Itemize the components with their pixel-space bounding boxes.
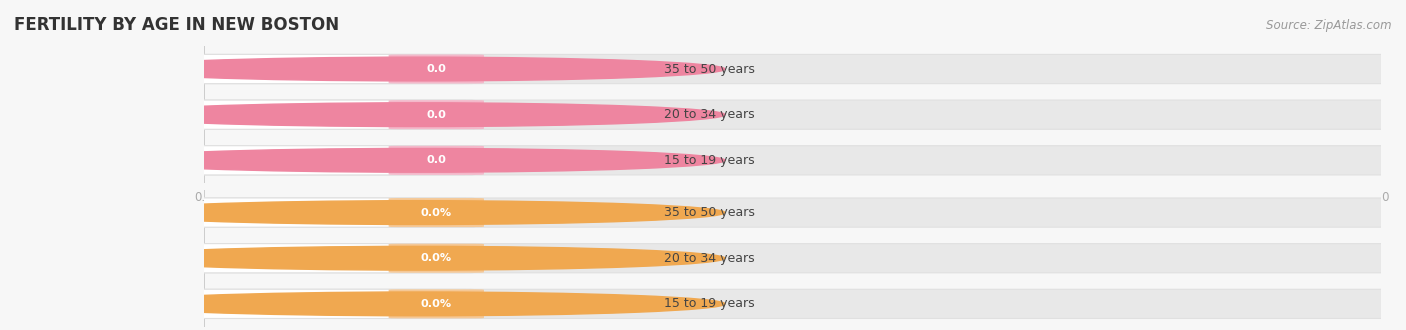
FancyBboxPatch shape	[193, 100, 475, 129]
FancyBboxPatch shape	[193, 289, 475, 318]
Circle shape	[112, 148, 725, 172]
Circle shape	[112, 103, 725, 127]
Text: 35 to 50 years: 35 to 50 years	[664, 206, 755, 219]
FancyBboxPatch shape	[193, 54, 1392, 83]
Text: 0.0%: 0.0%	[420, 253, 451, 263]
FancyBboxPatch shape	[388, 100, 484, 129]
Text: 35 to 50 years: 35 to 50 years	[664, 62, 755, 76]
Text: 0.0%: 0.0%	[420, 299, 451, 309]
Text: FERTILITY BY AGE IN NEW BOSTON: FERTILITY BY AGE IN NEW BOSTON	[14, 16, 339, 34]
Text: 20 to 34 years: 20 to 34 years	[664, 108, 754, 121]
FancyBboxPatch shape	[388, 54, 484, 83]
FancyBboxPatch shape	[193, 289, 1392, 318]
FancyBboxPatch shape	[388, 244, 484, 273]
FancyBboxPatch shape	[193, 198, 1392, 227]
Text: 0.0: 0.0	[426, 155, 446, 165]
FancyBboxPatch shape	[193, 244, 475, 273]
Text: 15 to 19 years: 15 to 19 years	[664, 297, 754, 311]
FancyBboxPatch shape	[193, 146, 1392, 175]
Circle shape	[112, 201, 725, 224]
Text: 0.0: 0.0	[1371, 191, 1391, 204]
FancyBboxPatch shape	[193, 244, 1392, 273]
Text: Source: ZipAtlas.com: Source: ZipAtlas.com	[1267, 19, 1392, 32]
Text: 0.0: 0.0	[426, 110, 446, 120]
Text: 0.0%: 0.0%	[420, 208, 451, 217]
Text: 0.0: 0.0	[194, 191, 214, 204]
FancyBboxPatch shape	[193, 100, 1392, 129]
FancyBboxPatch shape	[388, 198, 484, 227]
Text: 0.0: 0.0	[426, 64, 446, 74]
Circle shape	[112, 57, 725, 81]
FancyBboxPatch shape	[193, 146, 475, 175]
Text: 15 to 19 years: 15 to 19 years	[664, 154, 754, 167]
FancyBboxPatch shape	[388, 146, 484, 175]
FancyBboxPatch shape	[193, 198, 475, 227]
Text: 20 to 34 years: 20 to 34 years	[664, 252, 754, 265]
Text: 0.0: 0.0	[783, 191, 801, 204]
FancyBboxPatch shape	[388, 289, 484, 318]
FancyBboxPatch shape	[193, 54, 475, 83]
Circle shape	[112, 246, 725, 270]
Circle shape	[112, 292, 725, 316]
